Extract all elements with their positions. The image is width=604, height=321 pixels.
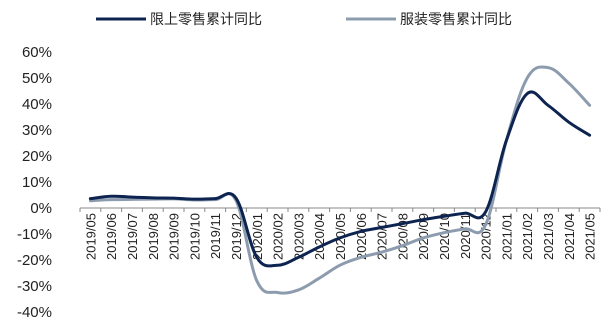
y-tick-label: -40% xyxy=(17,304,52,321)
x-tick-label: 2019/05 xyxy=(83,213,98,260)
x-tick-label: 2021/03 xyxy=(541,213,556,260)
x-tick-label: 2019/08 xyxy=(146,213,161,260)
x-tick-label: 2021/04 xyxy=(562,213,577,260)
x-tick-label: 2020/03 xyxy=(291,213,306,260)
y-tick-label: 10% xyxy=(22,174,52,191)
x-tick-label: 2021/05 xyxy=(583,213,598,260)
x-tick-label: 2019/06 xyxy=(104,213,119,260)
x-tick-label: 2020/01 xyxy=(250,213,265,260)
y-axis: -40% -30% -20% -10% 0% 10% 20% 30% 40% 50% 60% xyxy=(17,44,52,321)
legend-label-1: 限上零售累计同比 xyxy=(150,12,262,28)
y-tick-label: -10% xyxy=(17,226,52,243)
x-tick-label: 2020/11 xyxy=(458,213,473,259)
x-tick-label: 2019/09 xyxy=(167,213,182,260)
x-tick-label: 2020/06 xyxy=(354,213,369,260)
x-tick-label: 2020/08 xyxy=(395,213,410,260)
y-tick-label: -30% xyxy=(17,278,52,295)
legend-label-2: 服装零售累计同比 xyxy=(400,12,512,28)
y-tick-label: 30% xyxy=(22,122,52,139)
x-tick-label: 2020/07 xyxy=(375,213,390,260)
legend: 限上零售累计同比 服装零售累计同比 xyxy=(96,12,512,28)
y-tick-label: -20% xyxy=(17,252,52,269)
y-tick-label: 40% xyxy=(22,96,52,113)
y-tick-label: 50% xyxy=(22,70,52,87)
x-tick-label: 2019/12 xyxy=(229,213,244,260)
x-axis: 2019/05 2019/06 2019/07 2019/08 2019/09 2019/… xyxy=(79,207,601,260)
x-tick-label: 2020/12 xyxy=(479,213,494,260)
series-layer xyxy=(88,65,592,295)
x-tick-label: 2020/04 xyxy=(312,213,327,260)
series-line-1 xyxy=(88,90,592,268)
x-tick-label: 2019/10 xyxy=(187,213,202,260)
y-tick-label: 0% xyxy=(30,200,52,217)
x-tick-label: 2019/07 xyxy=(125,213,140,260)
x-tick-label: 2019/11 xyxy=(208,213,223,259)
x-tick-label: 2020/10 xyxy=(437,213,452,260)
y-tick-label: 60% xyxy=(22,44,52,61)
y-tick-label: 20% xyxy=(22,148,52,165)
x-tick-label: 2021/02 xyxy=(520,213,535,260)
x-tick-label: 2021/01 xyxy=(499,213,514,260)
x-tick-label: 2020/02 xyxy=(271,213,286,260)
